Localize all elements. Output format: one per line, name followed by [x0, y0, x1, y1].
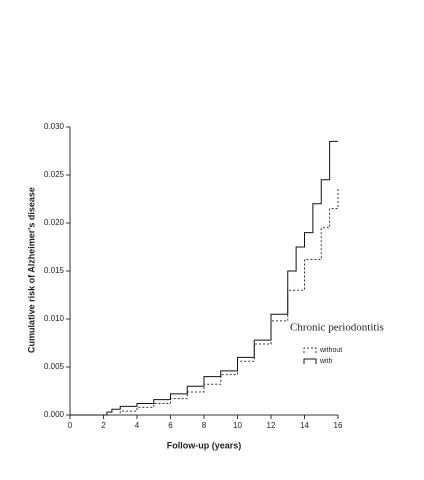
x-tick-label: 10 — [233, 421, 242, 430]
y-tick-label: 0.015 — [44, 266, 65, 275]
y-tick-label: 0.025 — [44, 170, 65, 179]
x-axis-label: Follow-up (years) — [167, 440, 242, 450]
x-tick-label: 14 — [300, 421, 309, 430]
y-tick-label: 0.010 — [44, 314, 65, 323]
legend-label: without — [319, 347, 342, 354]
x-tick-label: 12 — [267, 421, 276, 430]
x-tick-label: 16 — [334, 421, 343, 430]
x-tick-label: 0 — [68, 421, 73, 430]
x-tick-label: 4 — [135, 421, 140, 430]
legend-swatch — [303, 347, 317, 353]
legend-title: Chronic periodontitis — [290, 322, 384, 334]
y-tick-label: 0.030 — [44, 122, 65, 131]
y-tick-label: 0.005 — [44, 362, 65, 371]
legend-swatch — [303, 358, 317, 364]
x-tick-label: 2 — [101, 421, 106, 430]
legend-label: with — [319, 358, 333, 365]
x-tick-label: 8 — [202, 421, 207, 430]
y-tick-label: 0.020 — [44, 218, 65, 227]
line — [70, 187, 339, 416]
x-tick-label: 6 — [168, 421, 173, 430]
y-tick-label: 0.000 — [44, 410, 65, 419]
line — [70, 140, 338, 416]
y-axis-label: Cumulative risk of Alzheimer's disease — [26, 187, 36, 353]
